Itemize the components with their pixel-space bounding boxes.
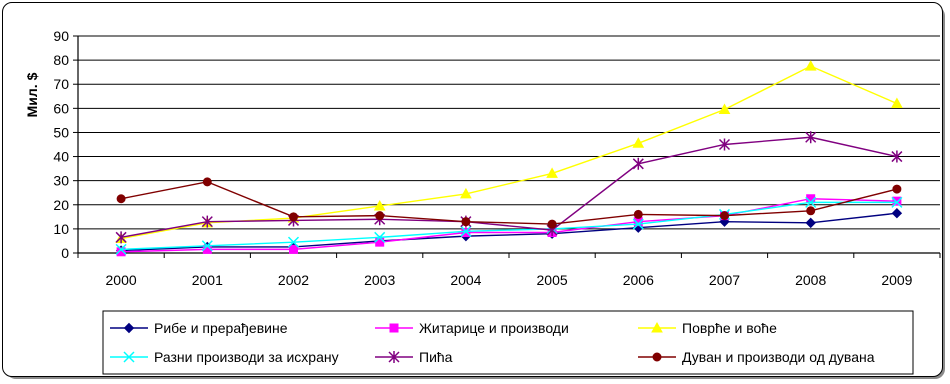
x-tick-label: 2004 <box>450 272 481 288</box>
data-point <box>632 137 645 148</box>
data-point <box>201 215 213 228</box>
data-point <box>891 208 903 219</box>
data-point <box>201 240 213 252</box>
data-point <box>806 206 816 216</box>
y-tick-label: 0 <box>61 245 69 261</box>
legend-label: Разни производи за исхрану <box>154 349 339 365</box>
x-tick-labels: 2000 2001 2002 2003 2004 2005 2006 2007 2008 2009 <box>106 272 913 288</box>
series-line <box>120 136 898 239</box>
legend-label: Дуван и производи од дувана <box>682 349 875 365</box>
data-point <box>633 209 643 219</box>
x-tick-label: 2006 <box>623 272 654 288</box>
x-tick-label: 2000 <box>106 272 137 288</box>
x-tick-label: 2009 <box>881 272 912 288</box>
x-tick-label: 2005 <box>537 272 568 288</box>
data-point <box>720 211 729 221</box>
series-line <box>120 181 898 225</box>
data-point <box>891 97 903 109</box>
legend-marker <box>651 321 663 333</box>
legend-marker <box>389 323 399 333</box>
y-tick-label: 50 <box>53 124 69 140</box>
data-point <box>116 194 126 204</box>
data-point <box>115 231 127 244</box>
series-lines <box>115 60 903 257</box>
legend-marker <box>388 351 400 363</box>
legend-item: Пића <box>375 349 453 365</box>
data-point <box>632 218 644 230</box>
data-point <box>718 138 731 151</box>
data-point <box>289 244 298 254</box>
legend-item: Дуван и производи од дувана <box>638 349 875 365</box>
data-point <box>375 211 385 221</box>
y-axis-label: Мил. $ <box>24 72 40 117</box>
legend-box <box>102 310 914 375</box>
data-point <box>891 150 903 163</box>
series-line <box>121 201 897 251</box>
data-point <box>804 60 817 71</box>
data-point <box>373 199 386 211</box>
series-6 <box>116 177 902 229</box>
series-4 <box>115 196 903 255</box>
data-point <box>718 103 731 115</box>
x-tick-label: 2002 <box>278 272 309 288</box>
data-point <box>892 184 902 194</box>
data-point <box>805 217 816 229</box>
series-3 <box>115 60 903 244</box>
legend-marker <box>652 352 662 362</box>
series-line <box>121 212 897 252</box>
y-tick-label: 20 <box>53 197 69 213</box>
legend-marker <box>123 322 135 334</box>
y-tick-label: 80 <box>53 52 69 68</box>
series-line <box>121 198 897 253</box>
x-tick-label: 2003 <box>364 272 395 288</box>
y-tick-label: 90 <box>53 28 69 44</box>
legend-item: Поврће и воће <box>638 320 777 336</box>
data-point <box>546 167 558 178</box>
data-point <box>460 187 472 199</box>
data-point <box>805 131 817 144</box>
series-5 <box>115 131 903 244</box>
data-point <box>202 177 212 187</box>
y-tick-labels: 0 10 20 30 40 50 60 70 80 90 <box>53 28 69 261</box>
data-point <box>547 219 557 229</box>
legend-item: Разни производи за исхрану <box>110 349 339 365</box>
legend: Рибе и прерађевине Житарице и производи По… <box>102 310 914 375</box>
y-tick-label: 30 <box>53 173 69 189</box>
data-point <box>115 243 127 255</box>
axes <box>77 36 941 258</box>
legend-label: Житарице и производи <box>419 320 569 336</box>
x-tick-label: 2008 <box>795 272 826 288</box>
x-tick-label: 2007 <box>709 272 740 288</box>
data-point <box>287 236 300 248</box>
data-point <box>632 157 644 170</box>
x-tick-label: 2001 <box>192 272 223 288</box>
legend-marker <box>123 351 135 363</box>
data-point <box>374 231 386 243</box>
data-point <box>805 196 817 208</box>
legend-item: Житарице и производи <box>375 320 569 336</box>
data-point <box>460 225 472 237</box>
data-point <box>892 196 902 206</box>
data-point <box>461 228 471 238</box>
data-point <box>116 247 126 257</box>
y-tick-label: 60 <box>53 100 69 116</box>
legend-label: Пића <box>419 349 453 365</box>
data-point <box>289 212 298 222</box>
legend-label: Поврће и воће <box>682 320 777 336</box>
data-point <box>461 217 471 227</box>
y-tick-label: 70 <box>53 76 69 92</box>
y-tick-label: 10 <box>53 221 69 237</box>
y-tick-label: 40 <box>53 149 69 165</box>
data-point <box>891 196 903 208</box>
legend-item: Рибе и прерађевине <box>110 320 288 336</box>
legend-label: Рибе и прерађевине <box>154 320 288 336</box>
